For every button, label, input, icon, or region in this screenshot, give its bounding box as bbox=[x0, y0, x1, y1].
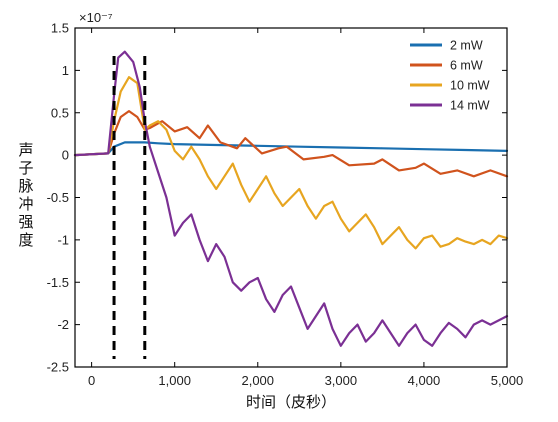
x-tick-label: 2,000 bbox=[241, 373, 274, 388]
y-tick-label: -1 bbox=[57, 232, 69, 247]
y-tick-label: 1.5 bbox=[51, 21, 69, 36]
y-tick-label: 1 bbox=[62, 63, 69, 78]
y-tick-label: -0.5 bbox=[47, 190, 69, 205]
vlines-layer bbox=[112, 56, 147, 359]
x-axis-label: 时间（皮秒） bbox=[246, 393, 336, 411]
y-axis-label-char: 声 bbox=[18, 141, 33, 159]
legend-label-1: 2 mW bbox=[450, 39, 483, 53]
y-tick-label: -2.5 bbox=[47, 360, 69, 375]
series-line-2 bbox=[73, 110, 509, 178]
x-tick-label: 1,000 bbox=[158, 373, 191, 388]
legend: 2 mW 6 mW 10 mW 14 mW bbox=[410, 39, 490, 113]
x-tick-label: 4,000 bbox=[408, 373, 441, 388]
y-axis-label-char: 强 bbox=[18, 213, 33, 231]
x-tick-label: 5,000 bbox=[491, 373, 524, 388]
x-tick-label: 0 bbox=[88, 373, 95, 388]
y-axis-label-char: 子 bbox=[18, 159, 33, 177]
series-layer bbox=[73, 50, 509, 347]
y-axis-label-char: 度 bbox=[18, 231, 33, 249]
series-line-3 bbox=[73, 76, 509, 250]
plot-frame bbox=[74, 27, 508, 368]
y-axis-label-char: 冲 bbox=[18, 195, 33, 213]
legend-label-4: 14 mW bbox=[450, 99, 490, 113]
legend-label-2: 6 mW bbox=[450, 59, 483, 73]
axis-multiplier: ×10⁻⁷ bbox=[79, 10, 113, 25]
y-axis-label-char: 脉 bbox=[18, 177, 33, 195]
x-tick-label: 3,000 bbox=[325, 373, 358, 388]
y-tick-label: -2 bbox=[57, 317, 69, 332]
y-tick-label: 0 bbox=[62, 148, 69, 163]
y-tick-label: 0.5 bbox=[51, 105, 69, 120]
y-tick-label: -1.5 bbox=[47, 275, 69, 290]
legend-label-3: 10 mW bbox=[450, 79, 490, 93]
series-line-1 bbox=[73, 141, 509, 157]
series-line-4 bbox=[73, 50, 509, 347]
ticks-layer: 1.5 1 0.5 0 -0.5 -1 -1.5 -2 -2.5 0 1,000 2,000 3,000… bbox=[47, 21, 524, 389]
